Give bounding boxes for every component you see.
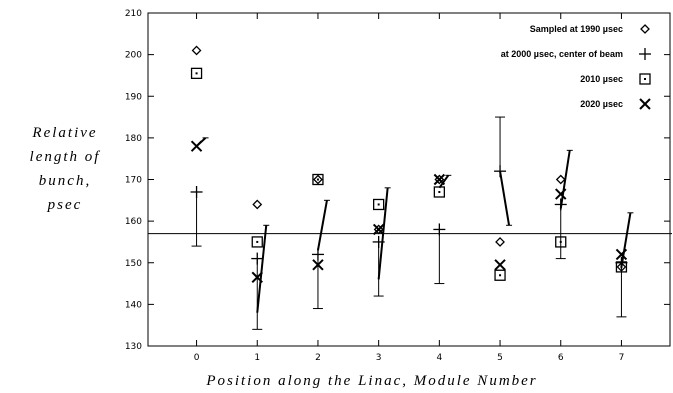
trend-segment-2 (316, 200, 328, 251)
y-tick-label-140: 140 (125, 300, 142, 310)
y-tick-label-130: 130 (125, 342, 142, 352)
point-cross-1 (251, 271, 263, 284)
x-tick-labels: 0 1 2 3 4 5 6 7 (194, 353, 625, 363)
y-axis-label-line-4: psec (47, 197, 83, 213)
x-tick-label-6: 6 (558, 353, 564, 363)
trend-segment-4 (438, 174, 450, 189)
y-tick-label-150: 150 (125, 259, 142, 269)
point-cross-7 (615, 248, 628, 261)
y-tick-label-200: 200 (125, 51, 142, 61)
y-axis-label-line-1: Relative (31, 125, 97, 141)
point-diamond-2 (313, 174, 323, 185)
trend-segment-7 (620, 212, 632, 268)
point-diamond-0 (191, 45, 202, 56)
point-plus-4 (433, 223, 446, 236)
legend: Sampled at 1990 µsec at 2000 µsec, center… (501, 24, 651, 110)
point-square-6 (555, 236, 567, 248)
point-square-2 (312, 173, 324, 186)
legend-marker-cross (639, 98, 651, 110)
point-diamond-6 (555, 174, 566, 185)
point-square-1 (251, 236, 263, 248)
point-square-3 (373, 198, 385, 211)
trend-segments (195, 137, 634, 313)
data-markers (190, 45, 628, 284)
y-axis-label-line-3: bunch, (39, 173, 91, 189)
legend-marker-plus (639, 48, 651, 60)
trend-segment-5 (499, 171, 511, 226)
x-tick-label-3: 3 (376, 353, 382, 363)
tick-marks (148, 12, 670, 347)
y-axis-label: Relative length of bunch, psec (30, 125, 101, 213)
point-cross-0 (190, 140, 203, 152)
point-plus-2 (311, 248, 324, 261)
point-plus-5 (494, 165, 507, 178)
point-square-7 (615, 261, 628, 273)
legend-marker-square (639, 73, 651, 85)
point-cross-3 (372, 223, 385, 236)
x-tick-label-4: 4 (436, 353, 442, 363)
legend-label-cross: 2020 µsec (580, 99, 623, 109)
point-square-5 (494, 269, 506, 281)
legend-label-plus: at 2000 µsec, center of beam (501, 49, 623, 59)
y-tick-labels: 130 140 150 160 170 180 190 200 210 (125, 9, 142, 352)
y-axis-label-line-2: length of (30, 149, 101, 165)
y-tick-label-160: 160 (125, 217, 142, 227)
legend-marker-diamond (640, 24, 650, 34)
point-cross-2 (312, 259, 324, 271)
point-plus-0 (190, 185, 203, 198)
point-diamond-5 (495, 237, 505, 247)
legend-label-square: 2010 µsec (580, 74, 623, 84)
error-bars (191, 116, 627, 330)
point-diamond-1 (252, 199, 263, 210)
x-axis-label: Position along the Linac, Module Number (205, 373, 537, 389)
point-plus-1 (251, 252, 264, 265)
x-tick-label-0: 0 (194, 353, 200, 363)
point-plus-6 (554, 198, 567, 211)
point-square-4 (433, 186, 445, 198)
point-cross-6 (555, 188, 567, 200)
point-cross-5 (494, 259, 506, 271)
point-plus-3 (372, 235, 385, 248)
x-tick-label-7: 7 (619, 353, 625, 363)
y-tick-label-210: 210 (125, 9, 142, 19)
x-tick-label-5: 5 (497, 353, 503, 363)
y-tick-label-170: 170 (125, 176, 142, 186)
trend-segment-1 (256, 225, 268, 313)
point-square-0 (190, 67, 203, 80)
x-tick-label-1: 1 (254, 353, 260, 363)
y-tick-label-180: 180 (125, 134, 142, 144)
y-tick-label-190: 190 (125, 92, 142, 102)
plot-frame (147, 12, 671, 347)
point-cross-4 (433, 173, 446, 186)
point-diamond-7 (616, 261, 627, 272)
legend-label-diamond: Sampled at 1990 µsec (530, 24, 623, 34)
x-tick-label-2: 2 (315, 353, 321, 363)
